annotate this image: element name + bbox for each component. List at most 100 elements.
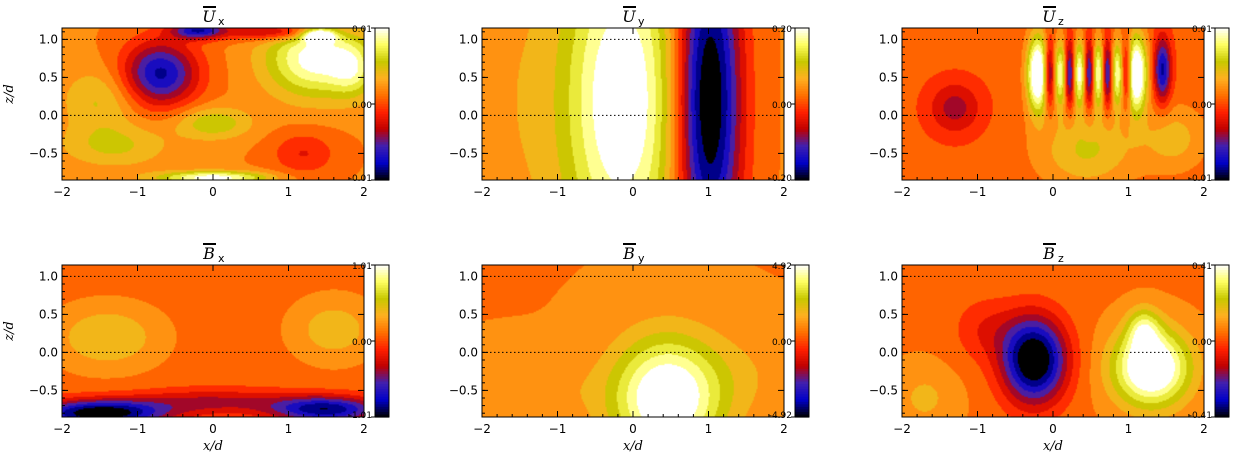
colorbar-segment: [375, 409, 389, 413]
colorbar-segment: [375, 396, 389, 400]
colorbar-segment: [1215, 346, 1229, 350]
colorbar-segment: [795, 401, 809, 405]
colorbar-segment: [795, 33, 809, 37]
colorbar-segment: [1215, 88, 1229, 92]
colorbar-segment: [1215, 93, 1229, 97]
x-tick-label: 2: [1200, 422, 1208, 436]
colorbar-segment: [1215, 303, 1229, 307]
colorbar-segment: [795, 373, 809, 378]
colorbar-segment: [375, 277, 389, 281]
x-axis-label: x/d: [1043, 439, 1063, 454]
colorbar-segment: [795, 381, 809, 385]
colorbar-segment: [375, 78, 389, 82]
x-tick-label: −1: [549, 422, 567, 436]
colorbar-label: 0.01: [352, 25, 372, 35]
x-tick-label: 1: [285, 422, 293, 436]
colorbar-segment: [1215, 157, 1229, 161]
colorbar-segment: [795, 55, 809, 59]
heatmap-field: [482, 265, 784, 417]
colorbar-segment: [375, 320, 389, 324]
colorbar-label: -1.01: [349, 411, 372, 421]
colorbar-segment: [1215, 333, 1229, 337]
colorbar-segment: [795, 353, 809, 357]
colorbar-segment: [1215, 152, 1229, 156]
x-tick-label: 2: [780, 185, 788, 199]
colorbar-segment: [375, 338, 389, 342]
colorbar-segment: [1215, 78, 1229, 82]
colorbar-segment: [375, 318, 389, 322]
colorbar-segment: [795, 98, 809, 103]
colorbar-segment: [375, 381, 389, 385]
colorbar-segment: [795, 154, 809, 158]
colorbar-segment: [375, 404, 389, 408]
colorbar-segment: [795, 384, 809, 388]
y-tick-label: 0.0: [459, 345, 478, 359]
colorbar-segment: [375, 295, 389, 299]
y-tick-label: −0.5: [869, 383, 898, 397]
colorbar-segment: [375, 174, 389, 179]
colorbar-segment: [1215, 63, 1229, 67]
y-axis-label: z/d: [2, 321, 17, 342]
colorbar-segment: [1215, 96, 1229, 100]
y-tick-label: −0.5: [869, 146, 898, 160]
colorbar-segment: [1215, 149, 1229, 153]
colorbar-segment: [375, 63, 389, 67]
colorbar-segment: [375, 361, 389, 365]
panel-Uy: −2 −1 0 1 2 −0.5 0.0 0.5 1.0 U y 0.20 0.00 -0.20: [449, 6, 810, 199]
colorbar-segment: [375, 315, 389, 319]
colorbar-segment: [795, 144, 809, 148]
x-tick-label: 2: [360, 185, 368, 199]
colorbar-segment: [1215, 394, 1229, 398]
colorbar-segment: [1215, 391, 1229, 395]
colorbar-segment: [795, 106, 809, 110]
colorbar-segment: [1215, 297, 1229, 302]
colorbar-segment: [795, 368, 809, 372]
panel-Bz: −2 −1 0 1 2 −0.5 0.0 0.5 1.0 B z x/d 0.41 0.00 -0.41: [869, 243, 1230, 454]
colorbar: 0.01 0.00 -0.01: [349, 25, 390, 184]
colorbar-segment: [795, 394, 809, 398]
colorbar-segment: [795, 164, 809, 168]
colorbar-segment: [795, 305, 809, 309]
colorbar-segment: [1215, 353, 1229, 357]
colorbar-segment: [375, 292, 389, 296]
colorbar-segment: [1215, 83, 1229, 87]
colorbar-segment: [795, 297, 809, 302]
colorbar-segment: [375, 149, 389, 153]
colorbar-segment: [1215, 124, 1229, 128]
colorbar-segment: [375, 60, 389, 65]
colorbar-segment: [1215, 50, 1229, 54]
y-tick-label: 0.0: [39, 345, 58, 359]
colorbar-segment: [795, 303, 809, 307]
colorbar-segment: [375, 172, 389, 176]
panel-title: B: [622, 244, 635, 263]
colorbar: 1.01 0.00 -1.01: [349, 262, 390, 421]
colorbar-label: 0.00: [1192, 338, 1212, 348]
colorbar-segment: [375, 373, 389, 378]
x-tick-label: −1: [969, 422, 987, 436]
colorbar-segment: [375, 136, 389, 141]
y-tick-label: 0.5: [459, 307, 478, 321]
colorbar-segment: [795, 275, 809, 279]
colorbar-label: -4.92: [769, 411, 792, 421]
colorbar-segment: [1215, 399, 1229, 403]
colorbar-segment: [375, 86, 389, 90]
colorbar-segment: [795, 320, 809, 324]
colorbar-segment: [795, 391, 809, 395]
colorbar-segment: [375, 106, 389, 110]
colorbar-segment: [375, 356, 389, 360]
panel-title: U: [1042, 7, 1056, 26]
panel-Bx: −2 −1 0 1 2 −0.5 0.0 0.5 1.0 B x x/d z/d 1.01 0.00 -1.0…: [2, 243, 390, 454]
colorbar-segment: [795, 267, 809, 271]
colorbar-segment: [1215, 272, 1229, 276]
colorbar-segment: [795, 290, 809, 294]
colorbar-segment: [375, 351, 389, 355]
colorbar-segment: [375, 66, 389, 70]
colorbar-label: -0.01: [349, 174, 372, 184]
colorbar-segment: [1215, 159, 1229, 163]
colorbar-segment: [795, 58, 809, 62]
colorbar-segment: [1215, 129, 1229, 133]
colorbar-label: 0.01: [1192, 25, 1212, 35]
colorbar-segment: [375, 282, 389, 286]
colorbar-segment: [795, 30, 809, 34]
colorbar-segment: [375, 303, 389, 307]
